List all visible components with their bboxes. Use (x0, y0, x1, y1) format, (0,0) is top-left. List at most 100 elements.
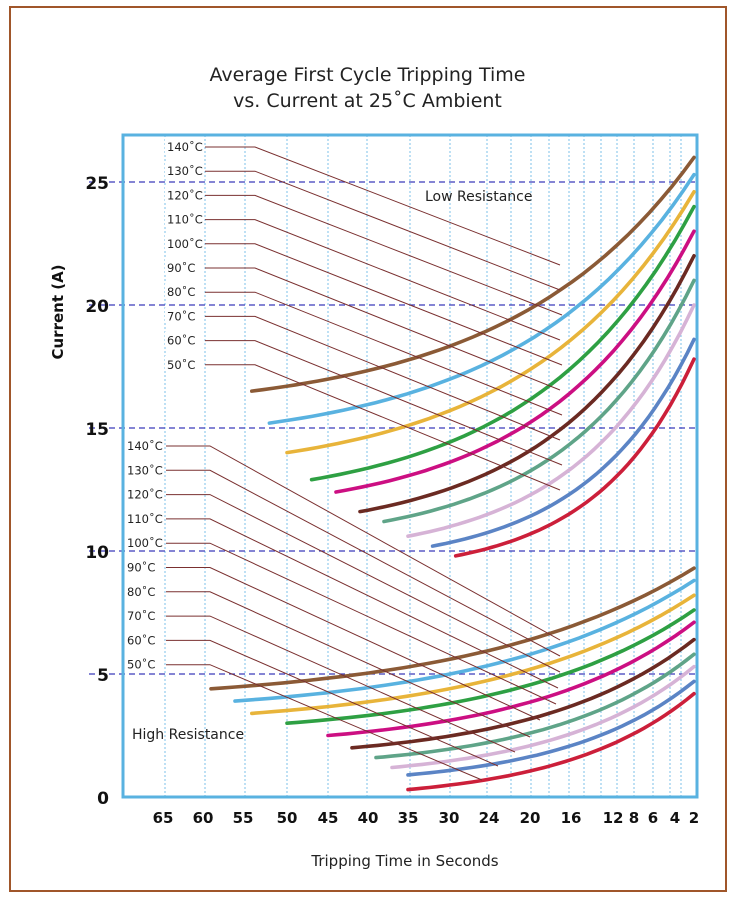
series-label: 80˚C (127, 584, 155, 599)
series-leader-line (166, 469, 561, 657)
series-curve-high-50 (406, 691, 696, 792)
series-label: 90˚C (167, 260, 195, 275)
series-label: 60˚C (167, 333, 195, 348)
series-curve-high-70 (390, 664, 696, 770)
y-tick-label: 10 (85, 543, 109, 563)
series-curve-high-130 (233, 578, 696, 703)
series-label-bg (125, 534, 163, 550)
x-tick-label: 50 (277, 809, 298, 827)
series-label-bg (165, 259, 203, 274)
series-label: 50˚C (167, 357, 195, 372)
series-label: 120˚C (167, 187, 203, 202)
series-leader-line (205, 340, 563, 466)
series-curve-high-110 (285, 608, 696, 725)
y-tick-label: 25 (85, 174, 109, 194)
series-curve-low-60 (430, 337, 696, 548)
low-resistance-annotation: Low Resistance (425, 189, 532, 205)
x-tick-label: 65 (153, 809, 174, 827)
series-label-bg (165, 186, 203, 202)
series-label-bg (165, 210, 203, 226)
high-resistance-annotation: High Resistance (132, 727, 244, 743)
series-label: 120˚C (127, 487, 163, 502)
series-label-bg (165, 138, 203, 153)
series-curve-low-50 (453, 357, 696, 558)
series-label-bg (165, 234, 203, 250)
series-leader-line (166, 639, 499, 767)
chart-title-line-1: Average First Cycle Tripping Time (209, 64, 526, 86)
series-label-bg (165, 283, 203, 299)
series-leader-line (166, 664, 483, 781)
y-tick-label: 0 (97, 789, 109, 809)
series-leader-line (205, 194, 563, 316)
series-leader-line (166, 445, 561, 641)
series-label: 50˚C (127, 657, 155, 672)
series-label: 60˚C (127, 632, 155, 647)
plot-border (121, 133, 699, 799)
series-curve-high-60 (406, 679, 696, 777)
series-label: 130˚C (167, 163, 203, 178)
series-label-bg (125, 509, 163, 525)
series-label-bg (165, 307, 203, 323)
x-tick-label: 30 (439, 809, 460, 827)
x-tick-label: 55 (233, 809, 254, 827)
series-curve-high-80 (374, 652, 696, 760)
x-tick-label: 16 (561, 809, 582, 827)
series-leader-line (166, 615, 516, 753)
x-tick-label: 20 (520, 809, 541, 827)
series-leader-line (205, 219, 561, 341)
x-tick-label: 45 (318, 809, 339, 827)
series-curve-low-70 (406, 303, 696, 538)
series-leader-line (166, 591, 531, 738)
x-tick-label: 2 (689, 809, 699, 827)
series-label-bg (165, 355, 203, 371)
y-axis-label: Current (A) (49, 264, 67, 359)
series-label-bg (125, 461, 163, 477)
series-leader-line (166, 567, 541, 721)
series-leader-line (205, 146, 561, 266)
series-curve-high-120 (250, 593, 696, 716)
series-leader-line (205, 243, 563, 366)
series-curve-low-140 (250, 155, 696, 393)
series-curve-low-120 (285, 190, 696, 455)
series-label-bg (125, 437, 163, 452)
series-label: 140˚C (167, 139, 203, 154)
x-tick-label: 24 (479, 809, 500, 827)
series-curve-low-100 (334, 229, 696, 494)
series-curve-high-100 (326, 620, 696, 738)
series-leader-line (205, 291, 563, 416)
x-axis-label: Tripping Time in Seconds (310, 852, 498, 870)
y-tick-label: 20 (85, 297, 109, 317)
series-label: 140˚C (127, 438, 163, 453)
x-tick-label: 35 (398, 809, 419, 827)
series-label: 70˚C (127, 608, 155, 623)
series-curve-low-80 (382, 278, 696, 524)
series-leader-line (166, 542, 557, 705)
series-leader-line (166, 494, 561, 673)
series-leader-line (166, 518, 559, 689)
x-tick-label: 40 (358, 809, 379, 827)
series-label: 100˚C (127, 535, 163, 550)
series-label: 70˚C (167, 308, 195, 323)
series-label: 100˚C (167, 236, 203, 251)
series-label: 80˚C (167, 284, 195, 299)
series-label-bg (125, 582, 163, 598)
y-tick-label: 15 (85, 420, 109, 440)
series-label-bg (125, 655, 163, 671)
x-tick-label: 60 (193, 809, 214, 827)
x-tick-label: 8 (629, 809, 639, 827)
series-label: 90˚C (127, 560, 155, 575)
series-curve-low-130 (267, 172, 696, 425)
series-curve-high-140 (209, 566, 696, 691)
series-leader-line (205, 267, 561, 391)
series-label: 110˚C (127, 511, 163, 526)
y-tick-label: 5 (97, 666, 109, 686)
series-leader-line (205, 364, 561, 491)
series-leader-line (205, 170, 561, 291)
x-tick-label: 4 (670, 809, 680, 827)
series-label-bg (125, 485, 163, 501)
series-leader-line (205, 315, 561, 441)
series-curve-low-90 (358, 254, 696, 514)
x-tick-label: 12 (603, 809, 624, 827)
chart-title-line-2: vs. Current at 25˚C Ambient (233, 90, 502, 112)
